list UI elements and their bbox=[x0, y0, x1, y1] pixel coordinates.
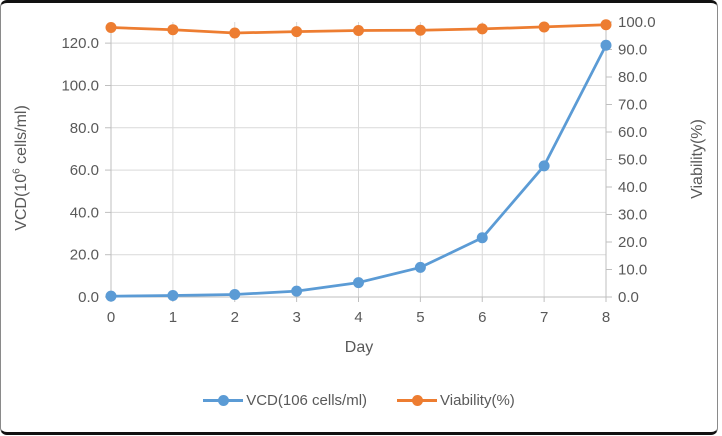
right-axis-tick-label: 70.0 bbox=[618, 97, 647, 114]
x-axis-tick-label: 4 bbox=[354, 309, 362, 326]
series-0-marker-day-2[interactable] bbox=[229, 288, 241, 300]
right-axis-tick-label: 40.0 bbox=[618, 179, 647, 196]
x-axis-tick-label: 6 bbox=[478, 309, 486, 326]
series-1-marker-day-2[interactable] bbox=[229, 27, 241, 39]
series-0-marker-day-4[interactable] bbox=[353, 277, 364, 289]
chart-plot-area: 0.0 20.0 40.0 60.0 80.0 100.0 120.0 0.0 10.0 20.0… bbox=[61, 14, 656, 326]
series-1-marker-day-6[interactable] bbox=[476, 23, 488, 35]
left-axis-tick-label: 100.0 bbox=[61, 77, 99, 94]
series-1-marker-day-3[interactable] bbox=[291, 26, 303, 38]
right-axis-tick-label: 0.0 bbox=[618, 289, 639, 306]
legend-label-viability: Viability(%) bbox=[440, 392, 515, 409]
right-axis-tick-label: 50.0 bbox=[618, 152, 647, 169]
series-1-marker-day-1[interactable] bbox=[167, 24, 179, 36]
series-0-marker-day-0[interactable] bbox=[105, 290, 117, 302]
left-axis-tick-label: 0.0 bbox=[78, 289, 99, 306]
left-axis-tick-label: 60.0 bbox=[70, 162, 99, 179]
series-1-marker-day-8[interactable] bbox=[600, 19, 612, 31]
left-axis-tick-label: 40.0 bbox=[70, 204, 99, 221]
right-axis-tick-label: 10.0 bbox=[618, 262, 647, 279]
viability-series-swatch-icon bbox=[397, 395, 438, 407]
x-axis-tick-label: 3 bbox=[292, 309, 300, 326]
right-axis-tick-label: 80.0 bbox=[618, 69, 647, 86]
legend-item-vcd[interactable]: VCD(106 cells/ml) bbox=[203, 392, 367, 409]
right-axis-tick-label: 100.0 bbox=[618, 14, 656, 31]
series-0-marker-day-6[interactable] bbox=[476, 232, 488, 244]
left-axis-tick-label: 20.0 bbox=[70, 247, 99, 264]
right-axis-tick-label: 90.0 bbox=[618, 42, 647, 59]
left-axis-tick-label: 80.0 bbox=[70, 120, 99, 137]
x-axis-tick-label: 5 bbox=[416, 309, 424, 326]
series-0-marker-day-3[interactable] bbox=[291, 285, 303, 297]
series-0-marker-day-1[interactable] bbox=[167, 290, 179, 302]
series-0-marker-day-7[interactable] bbox=[538, 160, 550, 172]
right-axis-tick-label: 30.0 bbox=[618, 207, 647, 224]
series-0-marker-day-8[interactable] bbox=[600, 39, 612, 51]
x-axis-tick-label: 2 bbox=[231, 309, 239, 326]
series-1-marker-day-5[interactable] bbox=[414, 24, 426, 36]
right-axis-tick-label: 60.0 bbox=[618, 124, 647, 141]
x-axis-tick-label: 8 bbox=[602, 309, 610, 326]
right-axis-tick-label: 20.0 bbox=[618, 234, 647, 251]
x-axis-tick-label: 1 bbox=[169, 309, 177, 326]
chart-legend: VCD(106 cells/ml) Viability(%) bbox=[1, 392, 717, 409]
legend-label-vcd: VCD(106 cells/ml) bbox=[246, 392, 368, 409]
vcd-series-swatch-icon bbox=[203, 395, 244, 407]
left-axis-tick-label: 120.0 bbox=[61, 35, 99, 52]
series-0-marker-day-5[interactable] bbox=[414, 261, 426, 273]
series-1-marker-day-7[interactable] bbox=[538, 21, 550, 33]
legend-item-viability[interactable]: Viability(%) bbox=[397, 392, 515, 409]
x-axis-tick-label: 0 bbox=[107, 309, 115, 326]
x-axis-tick-label: 7 bbox=[540, 309, 548, 326]
series-1-marker-day-0[interactable] bbox=[105, 22, 117, 33]
series-1-marker-day-4[interactable] bbox=[353, 25, 364, 37]
